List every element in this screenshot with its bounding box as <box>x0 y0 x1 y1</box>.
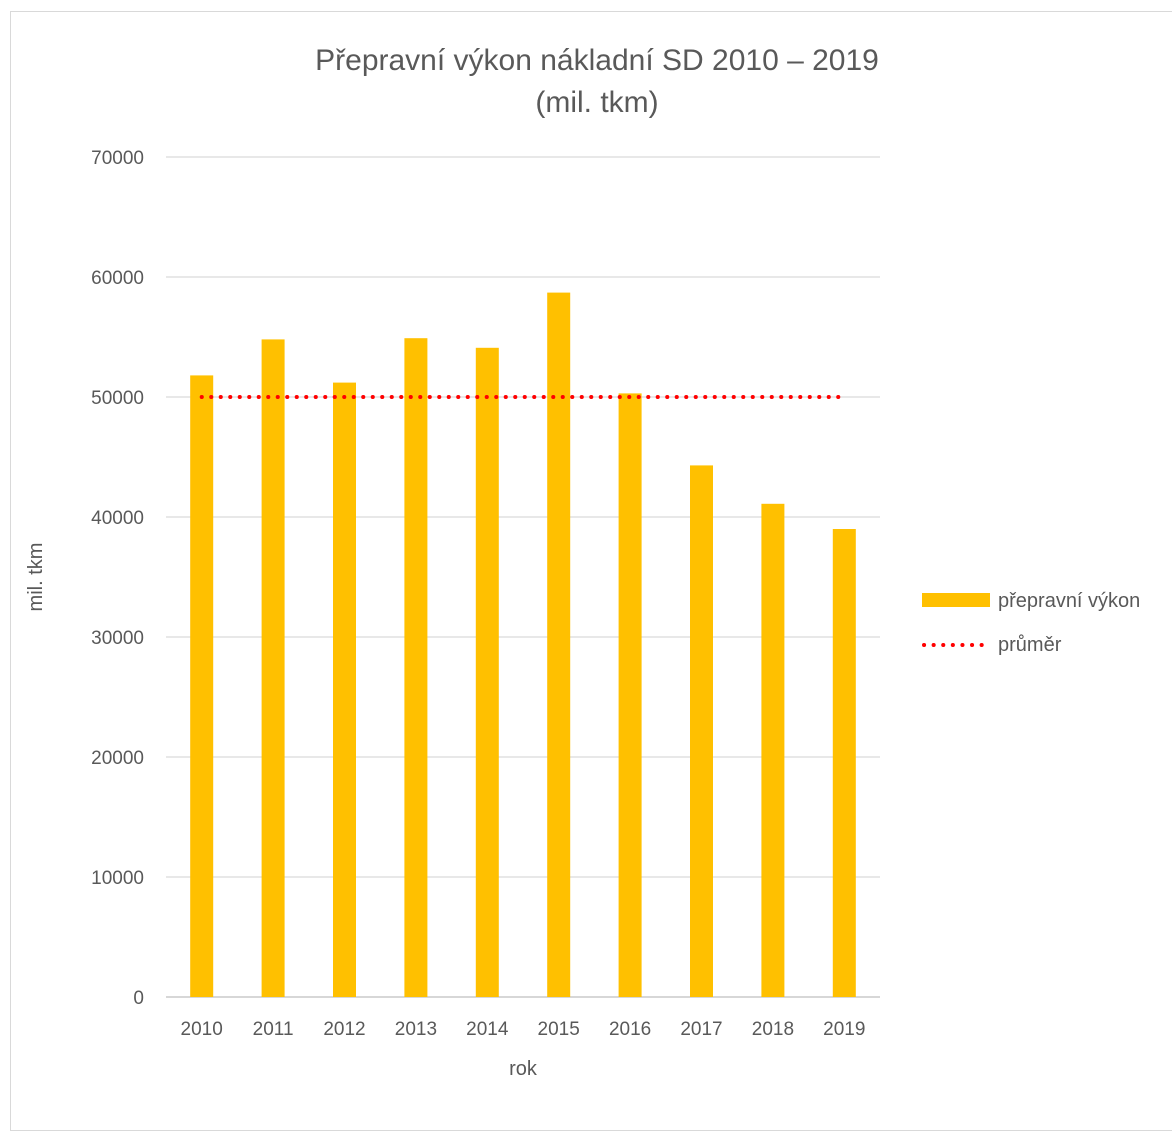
x-tick-label-2011: 2011 <box>253 1019 294 1040</box>
legend-swatch-bar <box>922 593 990 607</box>
bar-2016 <box>618 393 642 997</box>
bars <box>190 292 856 998</box>
bar-2018 <box>761 503 785 997</box>
x-tick-label-2019: 2019 <box>823 1019 865 1040</box>
chart: Přepravní výkon nákladní SD 2010 – 2019 … <box>25 44 1140 1080</box>
y-tick-label: 60000 <box>91 268 144 289</box>
bar-2013 <box>404 338 428 997</box>
chart-title-line-1: Přepravní výkon nákladní SD 2010 – 2019 <box>315 44 879 77</box>
legend: přepravní výkon průměr <box>922 590 1140 656</box>
y-tick-label: 50000 <box>91 388 144 409</box>
x-tick-label-2018: 2018 <box>752 1019 794 1040</box>
y-tick-label: 10000 <box>91 868 144 889</box>
y-tick-label: 0 <box>133 988 144 1009</box>
x-tick-label-2012: 2012 <box>323 1019 365 1040</box>
x-tick-label-2014: 2014 <box>466 1019 509 1040</box>
x-tick-label-2010: 2010 <box>181 1019 223 1040</box>
bar-2015 <box>547 292 571 998</box>
y-tick-label: 20000 <box>91 748 144 769</box>
y-tick-label: 70000 <box>91 148 144 169</box>
legend-label-line: průměr <box>998 634 1062 656</box>
x-tick-label-2017: 2017 <box>680 1019 722 1040</box>
chart-title-line-2: (mil. tkm) <box>535 86 658 119</box>
bar-2012 <box>333 382 356 998</box>
bar-2011 <box>261 339 285 997</box>
bar-2019 <box>832 529 856 997</box>
bar-2010 <box>190 375 214 997</box>
legend-label-bar: přepravní výkon <box>998 590 1140 612</box>
x-tick-label-2013: 2013 <box>395 1019 437 1040</box>
x-tick-label-2016: 2016 <box>609 1019 651 1040</box>
bar-2014 <box>475 347 499 997</box>
y-tick-label: 40000 <box>91 508 144 529</box>
y-tick-labels: 0 10000 20000 30000 40000 50000 60000 70000 <box>91 148 144 1009</box>
x-axis-title: rok <box>509 1058 538 1080</box>
y-axis-title: mil. tkm <box>25 543 47 612</box>
bar-2017 <box>690 465 713 997</box>
y-tick-label: 30000 <box>91 628 144 649</box>
x-tick-label-2015: 2015 <box>538 1019 580 1040</box>
x-tick-labels: 2010 2011 2012 2013 2014 2015 2016 2017 2018 2019 <box>181 1019 866 1040</box>
